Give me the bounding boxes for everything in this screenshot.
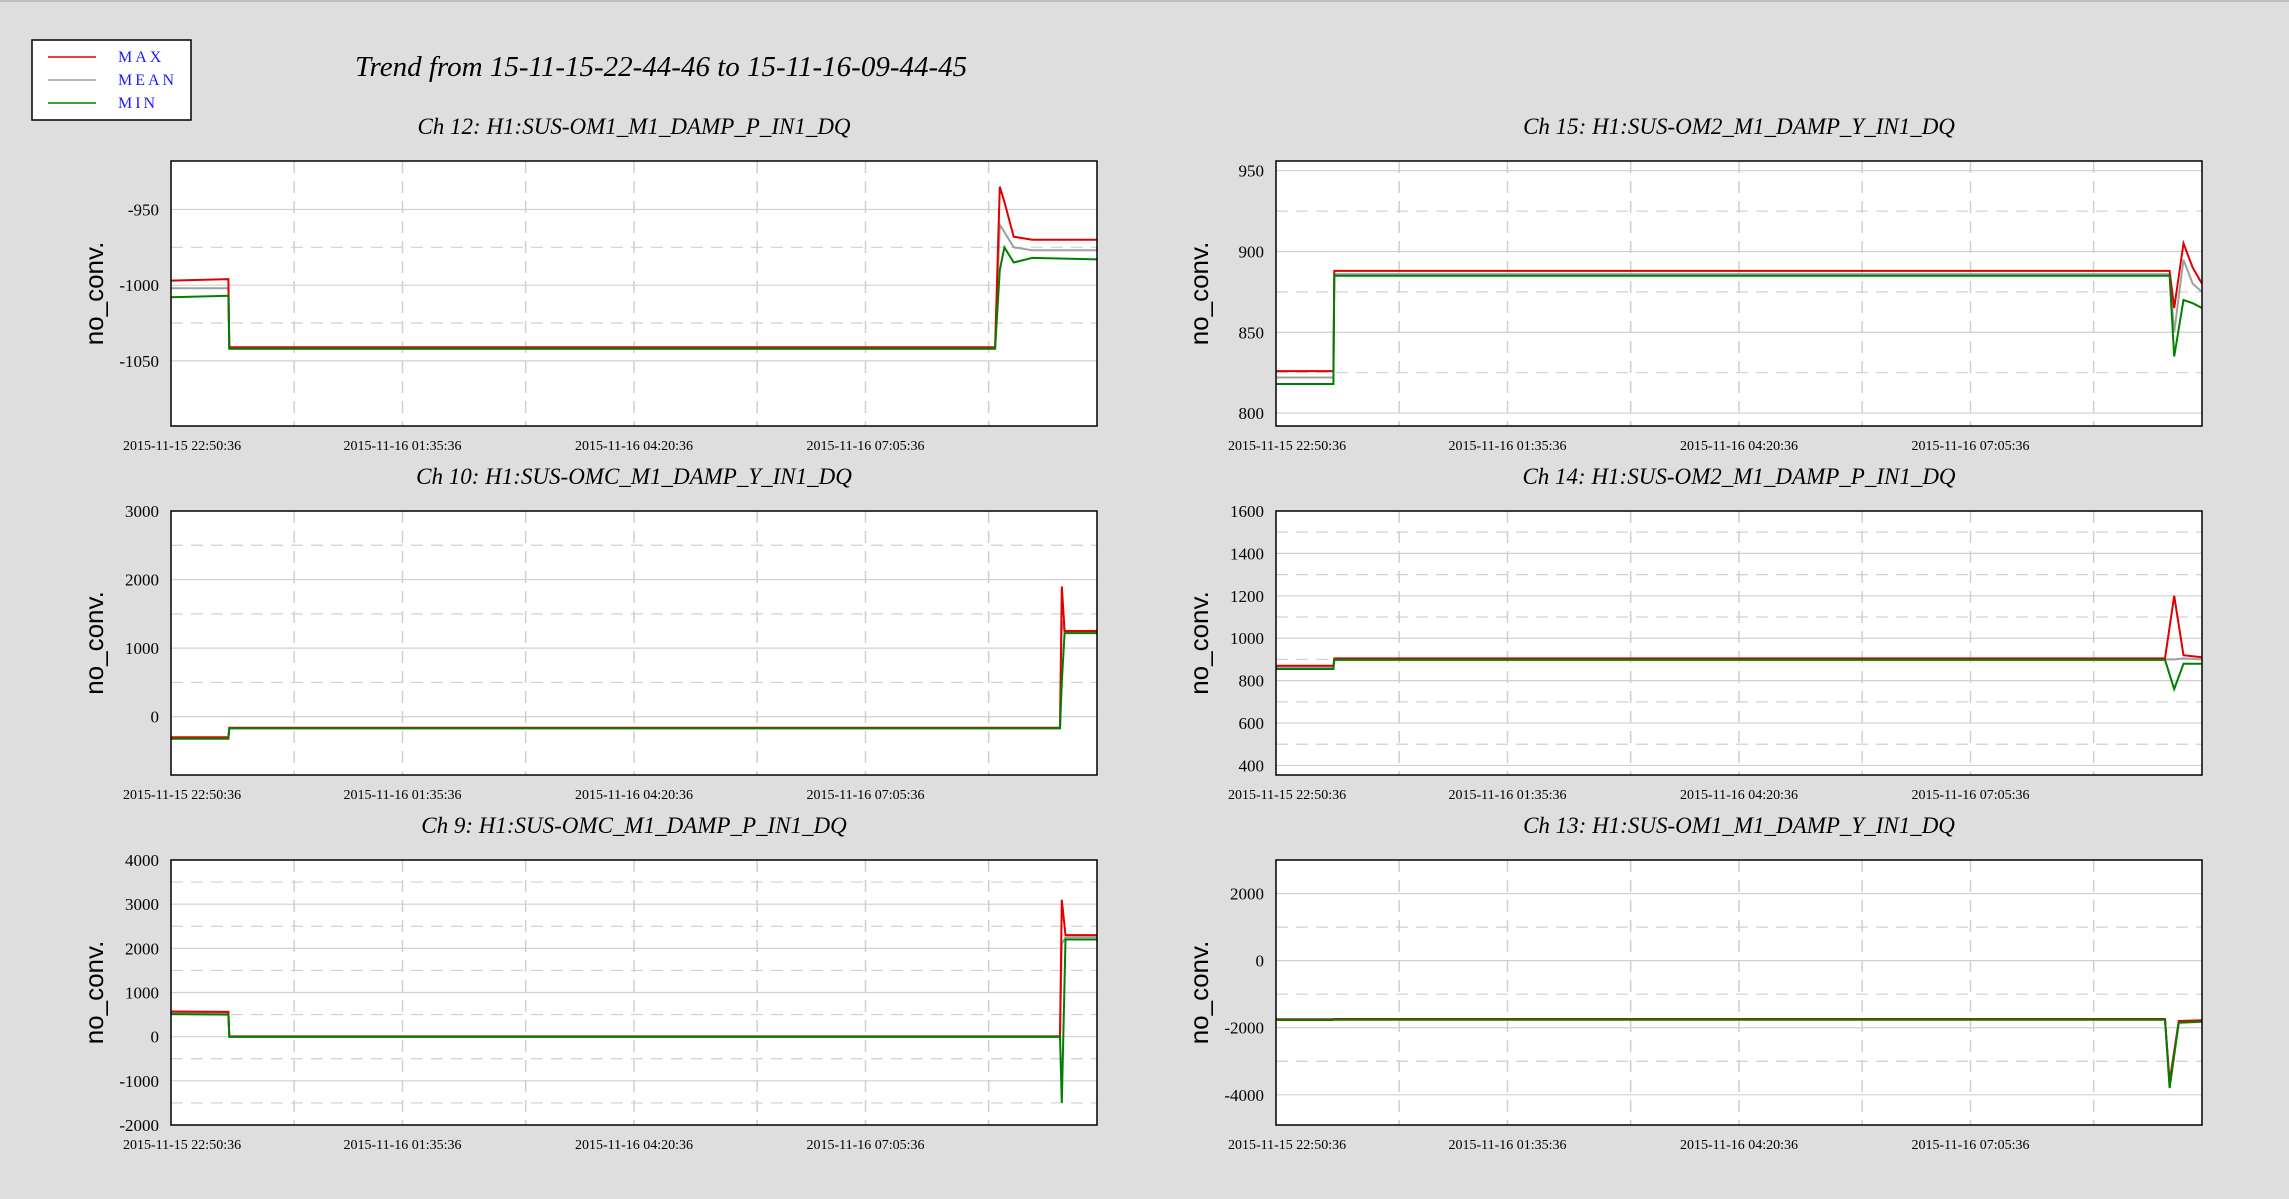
x-tick-label: 2015-11-15 22:50:36 [123, 788, 241, 803]
chart-title: Ch 10: H1:SUS-OMC_M1_DAMP_Y_IN1_DQ [416, 464, 852, 489]
plot-frame [170, 160, 1098, 427]
x-tick-label: 2015-11-16 07:05:36 [1911, 1138, 2029, 1153]
y-tick-label: 0 [1256, 952, 1265, 971]
y-axis-label: no_conv. [1184, 941, 1214, 1045]
y-tick-label: -950 [128, 200, 159, 219]
chart-title: Ch 15: H1:SUS-OM2_M1_DAMP_Y_IN1_DQ [1523, 114, 1955, 139]
y-tick-label: 900 [1239, 242, 1265, 261]
y-axis-label: no_conv. [1184, 242, 1214, 346]
x-tick-label: 2015-11-16 04:20:36 [575, 439, 693, 454]
chart-panel-5: Ch 9: H1:SUS-OMC_M1_DAMP_P_IN1_DQ 4000 300… [79, 813, 1098, 1153]
x-tick-label: 2015-11-16 07:05:36 [806, 1138, 924, 1153]
x-tick-label: 2015-11-15 22:50:36 [123, 439, 241, 454]
y-tick-label: -1050 [119, 352, 159, 371]
x-tick-label: 2015-11-16 07:05:36 [806, 788, 924, 803]
x-tick-label: 2015-11-15 22:50:36 [1228, 788, 1346, 803]
series-min-line [1276, 1018, 2202, 1089]
x-tick-label: 2015-11-15 22:50:36 [1228, 439, 1346, 454]
y-tick-label: -1000 [119, 1072, 159, 1091]
y-tick-label: 1000 [125, 639, 159, 658]
page-title: Trend from 15-11-15-22-44-46 to 15-11-16… [355, 51, 967, 83]
y-tick-label: 800 [1239, 404, 1265, 423]
charts-group: Ch 12: H1:SUS-OM1_M1_DAMP_P_IN1_DQ -950 -1… [79, 114, 2203, 1153]
y-tick-label: 3000 [125, 502, 159, 521]
y-tick-label: 1000 [1230, 629, 1264, 648]
plot-frame [170, 859, 1098, 1126]
y-tick-label: 600 [1239, 714, 1265, 733]
chart-panel-1: Ch 12: H1:SUS-OM1_M1_DAMP_P_IN1_DQ -950 -1… [79, 114, 1098, 454]
chart-title: Ch 13: H1:SUS-OM1_M1_DAMP_Y_IN1_DQ [1523, 813, 1955, 838]
series-min-line [171, 244, 1097, 350]
x-tick-label: 2015-11-15 22:50:36 [1228, 1138, 1346, 1153]
chart-title: Ch 14: H1:SUS-OM2_M1_DAMP_P_IN1_DQ [1522, 464, 1955, 489]
y-tick-label: 800 [1239, 672, 1265, 691]
x-tick-label: 2015-11-16 01:35:36 [343, 788, 461, 803]
series-min-line [1276, 658, 2202, 693]
x-tick-label: 2015-11-16 04:20:36 [1680, 788, 1798, 803]
legend-max-label: MAX [118, 49, 164, 66]
x-tick-label: 2015-11-16 07:05:36 [1911, 788, 2029, 803]
y-tick-label: -4000 [1224, 1086, 1264, 1105]
chart-title: Ch 9: H1:SUS-OMC_M1_DAMP_P_IN1_DQ [421, 813, 847, 838]
chart-panel-3: Ch 10: H1:SUS-OMC_M1_DAMP_Y_IN1_DQ 3000 20… [79, 464, 1098, 803]
legend: MAX MEAN MIN [31, 39, 192, 121]
y-axis-label: no_conv. [79, 941, 109, 1045]
y-tick-label: -2000 [1224, 1019, 1264, 1038]
y-tick-label: 3000 [125, 895, 159, 914]
x-tick-label: 2015-11-16 01:35:36 [1448, 439, 1566, 454]
y-tick-label: 0 [151, 708, 160, 727]
x-tick-label: 2015-11-16 04:20:36 [575, 1138, 693, 1153]
y-tick-label: 0 [151, 1028, 160, 1047]
x-tick-label: 2015-11-16 01:35:36 [343, 1138, 461, 1153]
y-tick-label: 2000 [125, 571, 159, 590]
x-tick-label: 2015-11-16 07:05:36 [1911, 439, 2029, 454]
x-tick-label: 2015-11-16 04:20:36 [1680, 439, 1798, 454]
x-tick-label: 2015-11-15 22:50:36 [123, 1138, 241, 1153]
y-tick-label: 2000 [125, 939, 159, 958]
y-tick-label: 950 [1239, 162, 1265, 181]
y-tick-label: 1600 [1230, 502, 1264, 521]
y-tick-label: 1200 [1230, 587, 1264, 606]
y-tick-label: 1000 [125, 984, 159, 1003]
y-tick-label: 850 [1239, 323, 1265, 342]
y-tick-label: 2000 [1230, 885, 1264, 904]
y-axis-label: no_conv. [79, 591, 109, 695]
y-axis-label: no_conv. [79, 242, 109, 346]
y-axis-label: no_conv. [1184, 591, 1214, 695]
x-tick-label: 2015-11-16 01:35:36 [1448, 1138, 1566, 1153]
y-tick-label: -1000 [119, 276, 159, 295]
y-tick-label: -2000 [119, 1116, 159, 1135]
series-min-line [171, 938, 1097, 1103]
y-tick-label: 400 [1239, 756, 1265, 775]
chart-panel-4: Ch 14: H1:SUS-OM2_M1_DAMP_P_IN1_DQ 1600 14… [1184, 464, 2203, 803]
x-tick-label: 2015-11-16 04:20:36 [575, 788, 693, 803]
plot-frame [170, 510, 1098, 776]
plot-frame [1275, 510, 2203, 776]
chart-panel-6: Ch 13: H1:SUS-OM1_M1_DAMP_Y_IN1_DQ 2000 0 -… [1184, 813, 2203, 1153]
y-tick-label: 1400 [1230, 544, 1264, 563]
legend-mean-label: MEAN [118, 72, 177, 89]
x-tick-label: 2015-11-16 07:05:36 [806, 439, 924, 454]
chart-title: Ch 12: H1:SUS-OM1_M1_DAMP_P_IN1_DQ [417, 114, 850, 139]
series-min-line [171, 632, 1097, 740]
x-tick-label: 2015-11-16 04:20:36 [1680, 1138, 1798, 1153]
legend-min-label: MIN [118, 95, 158, 112]
x-tick-label: 2015-11-16 01:35:36 [343, 439, 461, 454]
chart-panel-2: Ch 15: H1:SUS-OM2_M1_DAMP_Y_IN1_DQ 950 900… [1184, 114, 2203, 454]
plot-frame [1275, 160, 2203, 427]
plot-frame [1275, 859, 2203, 1126]
series-min-line [1276, 274, 2202, 385]
x-tick-label: 2015-11-16 01:35:36 [1448, 788, 1566, 803]
y-tick-label: 4000 [125, 851, 159, 870]
